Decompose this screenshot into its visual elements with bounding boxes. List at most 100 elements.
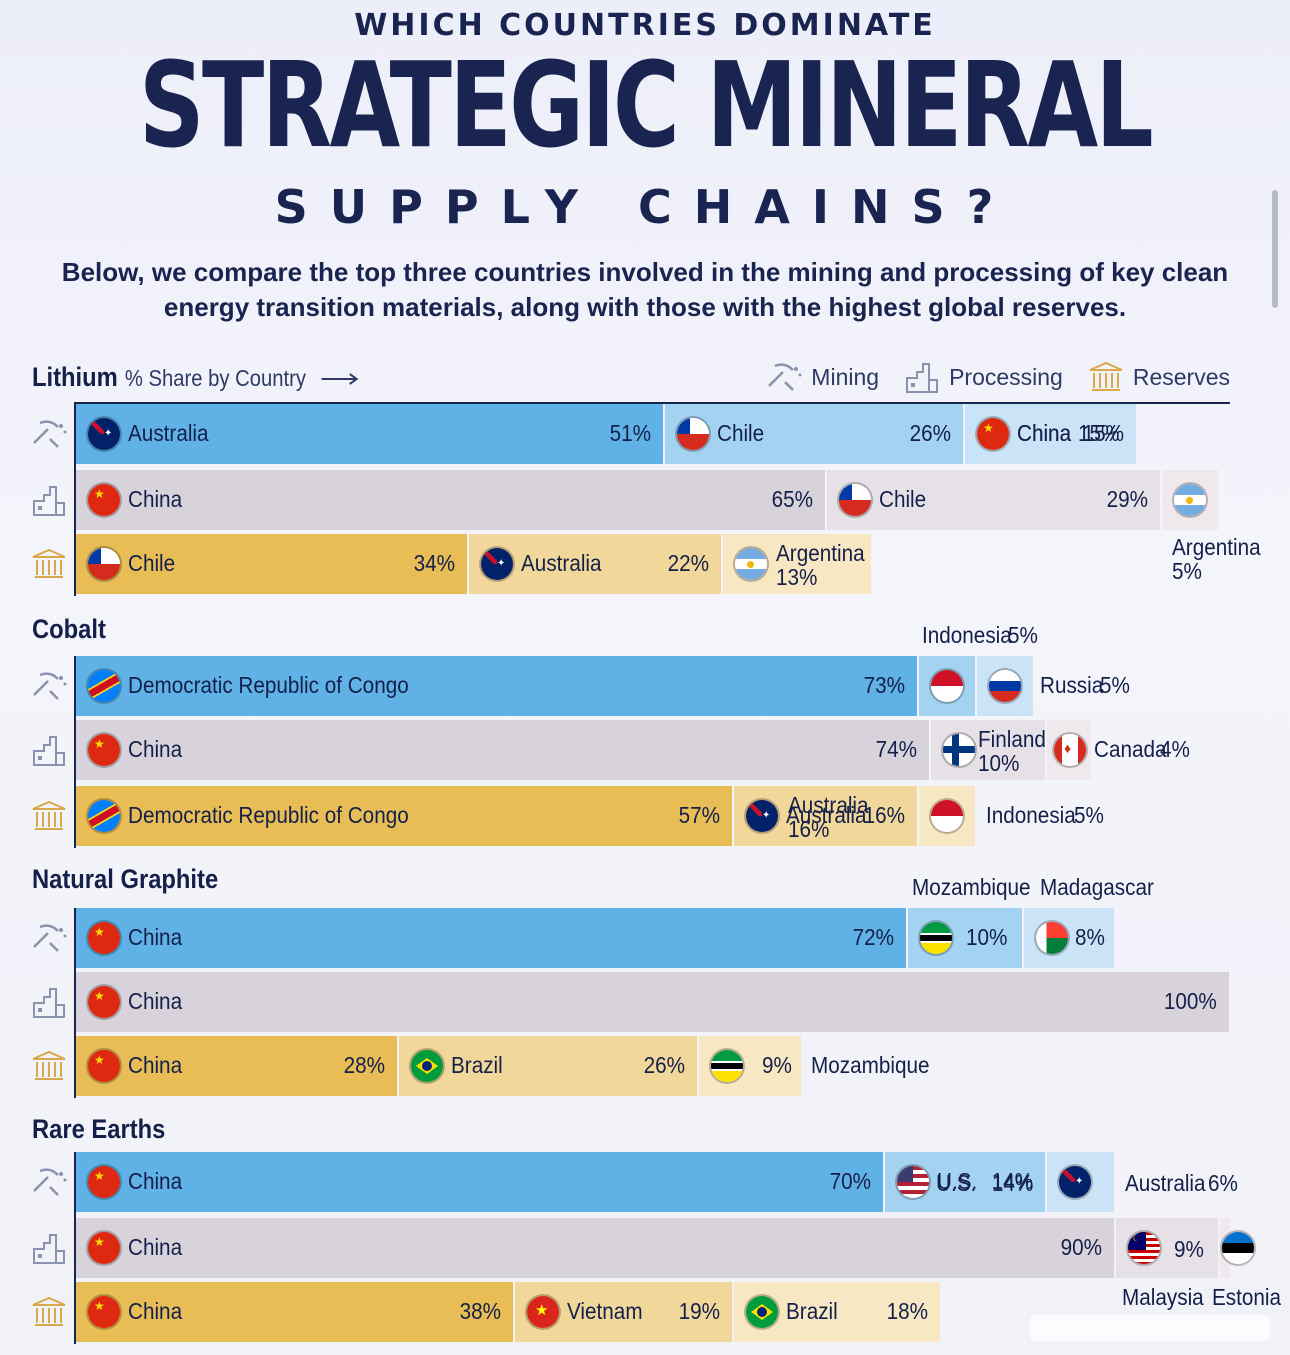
mining-icon <box>30 1165 68 1199</box>
mining-value-democratic-republic-of-congo: 73% <box>863 672 905 698</box>
flag-china-icon: ★ <box>88 734 120 766</box>
mining-bar-china <box>76 908 906 968</box>
mining-label-china: China <box>128 1168 183 1194</box>
processing-value-china: 90% <box>1060 1234 1102 1260</box>
mining-icon <box>30 669 68 703</box>
mining-value-mozambique: 10% <box>966 924 1008 950</box>
processing-icon <box>30 985 68 1019</box>
flag-china-icon: ★ <box>88 1232 120 1264</box>
processing-label-chile: Chile <box>879 486 927 512</box>
reserves-value-australia-cobalt: 16% <box>788 816 830 842</box>
reserves-label-mozambique: Mozambique <box>811 1052 930 1078</box>
reserves-label-brazil: Brazil <box>451 1052 503 1078</box>
processing-label-china: China <box>128 988 183 1014</box>
mining-label-indonesia: Indonesia <box>922 622 1012 648</box>
processing-label-canada: Canada <box>1094 736 1167 762</box>
mining-label-us: U.S. <box>936 1170 977 1196</box>
scrollbar[interactable] <box>1272 190 1278 308</box>
processing-icon <box>30 483 68 517</box>
processing-label-finland: Finland <box>978 726 1046 752</box>
reserves-value-democratic-republic-of-congo: 57% <box>678 802 720 828</box>
reserves-label-chile: Chile <box>128 550 176 576</box>
mining-value-china: 70% <box>829 1168 871 1194</box>
reserves-value-australia: 22% <box>667 550 709 576</box>
mining-value-chile: 26% <box>909 420 951 446</box>
flag-australia-icon: ✦ <box>1059 1166 1091 1198</box>
flag-china-icon: ★ <box>977 418 1009 450</box>
reserves-value-chile: 34% <box>413 550 455 576</box>
mining-value-australia-rare: 6% <box>1208 1170 1238 1196</box>
reserves-icon <box>30 1295 68 1329</box>
reserves-bar-china <box>76 1282 513 1342</box>
flag-argentina-icon <box>735 548 767 580</box>
processing-value-argentina: 5% <box>1172 558 1202 584</box>
processing-value-canada: 4% <box>1160 736 1190 762</box>
reserves-label-china: China <box>128 1298 183 1324</box>
flag-china-icon: ★ <box>88 1166 120 1198</box>
graphite-title: Natural Graphite <box>32 864 219 894</box>
mining-icon <box>30 417 68 451</box>
sub-title: SUPPLY CHAINS? <box>274 180 1016 234</box>
reserves-label-argentina: Argentina <box>776 540 865 566</box>
lithium-name: Lithium <box>32 362 118 392</box>
processing-label-malaysia: Malaysia <box>1122 1284 1204 1310</box>
mining-label-chile: Chile <box>717 420 765 446</box>
main-title: STRATEGIC MINERAL <box>138 36 1154 174</box>
processing-value-malaysia: 9% <box>1174 1236 1204 1262</box>
watermark <box>1030 1315 1270 1341</box>
processing-icon <box>30 1231 68 1265</box>
mining-label-u-s: U.S. <box>937 1168 978 1194</box>
flag-indonesia-icon <box>931 800 963 832</box>
flag-vietnam-icon: ★ <box>527 1296 559 1328</box>
flag-democratic-republic-of-congo-icon <box>88 670 120 702</box>
processing-label-china: China <box>128 1234 183 1260</box>
reserves-label-brazil: Brazil <box>786 1298 838 1324</box>
reserves-label-vietnam: Vietnam <box>567 1298 643 1324</box>
flag-russia-icon <box>989 670 1021 702</box>
reserves-icon <box>1089 361 1123 391</box>
processing-bar-china <box>76 972 1229 1032</box>
reserves-value-china: 28% <box>343 1052 385 1078</box>
mining-bar-china <box>76 1152 883 1212</box>
reserves-value-australia: 16% <box>863 802 905 828</box>
mining-value-australia: 51% <box>609 420 651 446</box>
mining-value-us: 14% <box>992 1170 1034 1196</box>
flag-democratic-republic-of-congo-icon <box>88 800 120 832</box>
reserves-label-democratic-republic-of-congo: Democratic Republic of Congo <box>128 802 409 828</box>
flag-chile-icon <box>677 418 709 450</box>
mining-label-australia-rare: Australia <box>1125 1170 1206 1196</box>
axis-line-cobalt <box>74 656 76 848</box>
mining-label-democratic-republic-of-congo: Democratic Republic of Congo <box>128 672 409 698</box>
processing-value-china: 100% <box>1164 988 1217 1014</box>
mining-value-china-lithium: 15% <box>1078 420 1120 446</box>
mining-value-russia: 5% <box>1100 672 1130 698</box>
reserves-icon <box>30 799 68 833</box>
flag-australia-icon: ✦ <box>88 418 120 450</box>
share-by-country-label: % Share by Country <box>124 365 306 391</box>
mining-label-china: China <box>128 924 183 950</box>
processing-value-finland: 10% <box>978 750 1020 776</box>
cobalt-title: Cobalt <box>32 614 106 644</box>
kicker-title: WHICH COUNTRIES DOMINATE <box>354 8 936 43</box>
processing-label-estonia: Estonia <box>1212 1284 1282 1310</box>
flag-finland-icon <box>943 734 975 766</box>
intro-text: Below, we compare the top three countrie… <box>61 257 1229 322</box>
flag-china-icon: ★ <box>88 484 120 516</box>
reserves-label-australia: Australia <box>786 802 867 828</box>
flag-brazil-icon <box>746 1296 778 1328</box>
reserves-value-brazil: 18% <box>886 1298 928 1324</box>
flag-malaysia-icon: ☾ <box>1128 1232 1160 1264</box>
reserves-icon <box>30 547 68 581</box>
mining-label-russia: Russia <box>1040 672 1104 698</box>
processing-value-china: 65% <box>771 486 813 512</box>
flag-australia-icon: ✦ <box>746 800 778 832</box>
flag-china-icon: ★ <box>88 1050 120 1082</box>
legend: Mining Processing Reserves <box>749 360 1230 394</box>
processing-bar-china <box>76 720 929 780</box>
processing-bar-chile <box>827 470 1160 530</box>
processing-icon <box>30 733 68 767</box>
reserves-bar-democratic-republic-of-congo <box>76 786 732 846</box>
processing-label-china: China <box>128 486 183 512</box>
reserves-value-indonesia: 5% <box>1074 802 1104 828</box>
reserves-bar-chile <box>76 534 467 594</box>
